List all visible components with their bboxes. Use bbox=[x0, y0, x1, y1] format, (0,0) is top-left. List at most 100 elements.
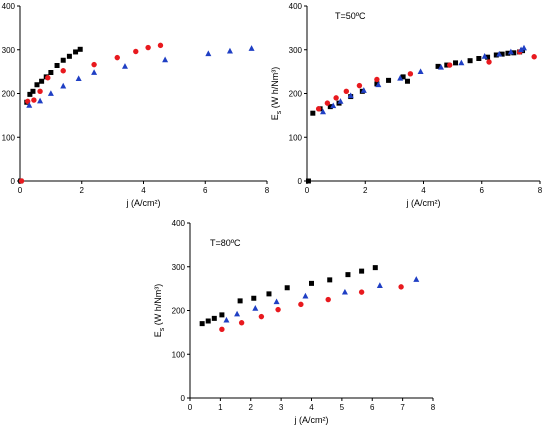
data-point-triangle bbox=[347, 92, 354, 99]
y-tick-label: 300 bbox=[289, 46, 303, 55]
data-point-triangle bbox=[60, 82, 67, 89]
data-point-square bbox=[505, 50, 511, 56]
data-point-triangle bbox=[302, 292, 309, 299]
x-axis-label: j (A/cm²) bbox=[294, 415, 329, 425]
data-point-triangle bbox=[337, 98, 344, 104]
x-tick-label: 0 bbox=[305, 186, 310, 195]
data-point-triangle bbox=[205, 50, 212, 57]
y-tick-label: 400 bbox=[289, 2, 303, 11]
data-point-circle bbox=[325, 296, 331, 303]
x-axis-label: j (A/cm²) bbox=[126, 198, 161, 208]
data-point-square bbox=[27, 91, 33, 97]
data-point-square bbox=[48, 70, 54, 75]
data-point-square bbox=[211, 315, 217, 321]
data-point-triangle bbox=[248, 45, 255, 51]
x-tick-label: 2 bbox=[363, 186, 368, 195]
data-point-square bbox=[511, 50, 517, 56]
data-point-triangle bbox=[375, 81, 382, 88]
data-point-circle bbox=[31, 97, 37, 103]
data-point-triangle bbox=[518, 46, 525, 53]
data-point-circle bbox=[18, 178, 25, 184]
y-tick-label: 400 bbox=[2, 2, 16, 11]
data-point-square bbox=[266, 291, 272, 297]
data-point-circle bbox=[486, 59, 492, 65]
x-tick-label: 7 bbox=[400, 403, 405, 412]
data-point-square bbox=[34, 82, 40, 88]
data-point-circle bbox=[133, 48, 139, 55]
temperature-annotation: T=50ºC bbox=[335, 11, 366, 21]
data-point-triangle bbox=[273, 298, 280, 305]
y-tick-label: 200 bbox=[289, 90, 303, 99]
x-tick-label: 6 bbox=[370, 403, 375, 412]
data-point-square bbox=[73, 49, 79, 55]
data-point-circle bbox=[157, 42, 164, 49]
x-tick-label: 1 bbox=[218, 403, 223, 412]
data-point-circle bbox=[343, 88, 350, 95]
data-point-square bbox=[359, 268, 365, 274]
data-point-triangle bbox=[481, 53, 488, 59]
y-axis-label-rest: (W h/Nm³) bbox=[153, 284, 163, 328]
data-point-triangle bbox=[437, 63, 444, 70]
data-point-square bbox=[435, 63, 441, 69]
data-point-square bbox=[305, 178, 311, 184]
data-point-square bbox=[444, 62, 450, 68]
temperature-annotation: T=80ºC bbox=[210, 238, 241, 248]
data-point-triangle bbox=[496, 50, 503, 57]
data-point-triangle bbox=[91, 69, 98, 75]
data-point-triangle bbox=[26, 102, 33, 108]
data-point-circle bbox=[315, 106, 322, 112]
x-tick-label: 4 bbox=[309, 403, 314, 412]
x-tick-label: 8 bbox=[265, 186, 270, 195]
data-point-circle bbox=[45, 75, 51, 81]
chart-panel-top-right: 0 2 4 6 8 0 100 200 300 400 j (A/cm²) Es (W h/Nm³) T… bbox=[270, 2, 543, 208]
data-point-square bbox=[309, 280, 314, 286]
data-point-square bbox=[327, 277, 333, 283]
data-point-square bbox=[199, 321, 205, 327]
x-tick-label: 0 bbox=[188, 403, 193, 412]
y-axis-label: Es (W h/Nm³) bbox=[270, 67, 283, 121]
data-point-circle bbox=[398, 284, 404, 290]
data-point-circle bbox=[407, 71, 414, 77]
data-point-circle bbox=[356, 82, 363, 89]
y-tick-label: 100 bbox=[172, 350, 186, 359]
data-point-circle bbox=[219, 326, 225, 333]
x-tick-label: 5 bbox=[340, 403, 345, 412]
y-axis-label-rest: (W h/Nm³) bbox=[270, 67, 280, 111]
data-point-triangle bbox=[320, 108, 327, 115]
data-point-triangle bbox=[223, 316, 230, 323]
y-tick-label: 0 bbox=[181, 394, 186, 403]
data-point-triangle bbox=[413, 276, 420, 282]
data-point-square bbox=[499, 51, 505, 57]
data-point-square bbox=[467, 58, 473, 64]
data-point-square bbox=[219, 312, 225, 318]
y-axis-label-main: E bbox=[153, 331, 163, 337]
x-tick-label: 8 bbox=[431, 403, 436, 412]
data-point-square bbox=[54, 63, 60, 68]
data-point-triangle bbox=[341, 288, 348, 295]
y-axis-label-sub: s bbox=[159, 327, 166, 331]
data-point-triangle bbox=[397, 74, 404, 81]
data-point-square bbox=[374, 81, 380, 87]
data-point-square bbox=[327, 104, 333, 110]
data-point-square bbox=[404, 78, 410, 84]
data-point-circle bbox=[258, 313, 265, 320]
y-tick-label: 0 bbox=[298, 177, 303, 186]
data-point-triangle bbox=[458, 59, 465, 66]
data-point-circle bbox=[238, 320, 245, 326]
x-tick-label: 4 bbox=[141, 186, 146, 195]
data-point-triangle bbox=[47, 90, 54, 96]
data-point-square bbox=[60, 57, 66, 63]
data-point-triangle bbox=[234, 310, 241, 317]
data-point-square bbox=[66, 53, 72, 59]
y-tick-label: 0 bbox=[11, 177, 16, 186]
data-point-triangle bbox=[252, 305, 259, 311]
data-point-triangle bbox=[75, 75, 82, 82]
data-point-circle bbox=[374, 76, 380, 83]
y-tick-label: 300 bbox=[2, 46, 16, 55]
data-point-triangle bbox=[520, 44, 527, 51]
data-point-square bbox=[284, 285, 290, 291]
data-point-circle bbox=[333, 95, 339, 101]
data-point-circle bbox=[298, 301, 304, 308]
data-point-square bbox=[30, 88, 36, 94]
